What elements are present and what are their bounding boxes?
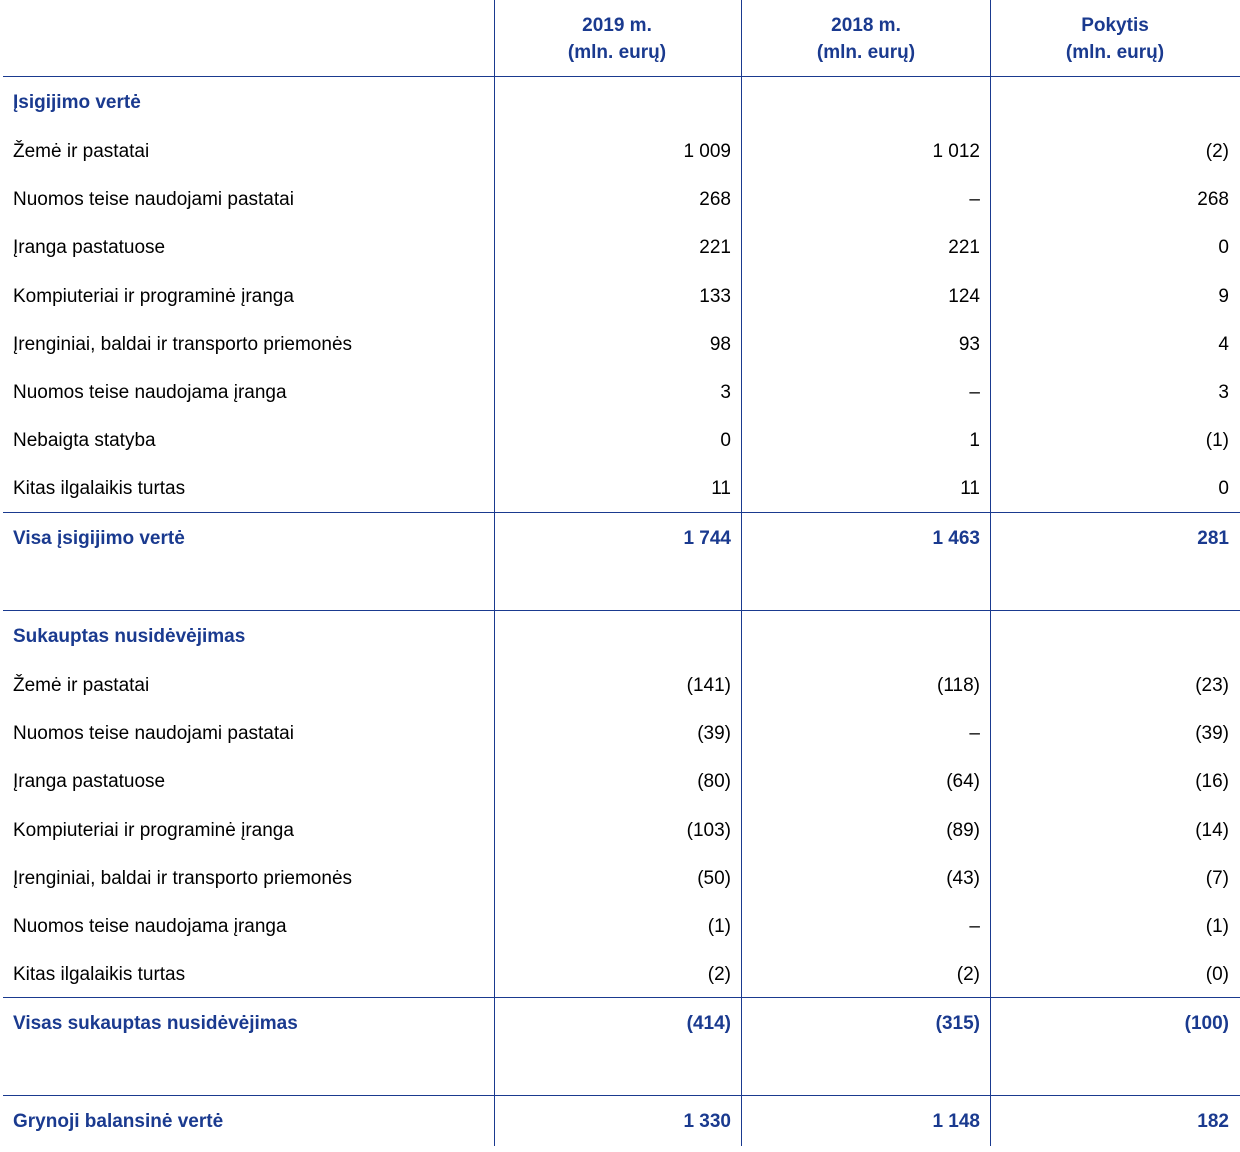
row-label: Grynoji balansinė vertė bbox=[13, 1111, 224, 1132]
value-cell: (2) bbox=[1205, 141, 1229, 162]
value-cell: 0 bbox=[720, 430, 731, 452]
value-cell: 3 bbox=[1218, 382, 1229, 403]
value-cell: 11 bbox=[960, 478, 980, 500]
value-cell: 98 bbox=[709, 333, 731, 355]
column-divider bbox=[741, 0, 742, 1146]
value-cell: – bbox=[969, 189, 980, 211]
row-label: Visas sukauptas nusidėvėjimas bbox=[13, 1013, 298, 1034]
value-cell: (100) bbox=[1184, 1013, 1229, 1034]
value-cell: (80) bbox=[697, 771, 731, 793]
value-cell: (315) bbox=[935, 1013, 980, 1034]
value-cell: 1 bbox=[969, 430, 980, 452]
value-cell: (103) bbox=[686, 819, 731, 841]
row-label: Įranga pastatuose bbox=[13, 771, 166, 793]
value-cell: 1 463 bbox=[932, 528, 980, 549]
column-header: Pokytis bbox=[1081, 15, 1149, 36]
row-label: Kitas ilgalaikis turtas bbox=[13, 964, 186, 986]
value-cell: 221 bbox=[948, 237, 980, 259]
section-title: Įsigijimo vertė bbox=[13, 92, 141, 113]
value-cell: (16) bbox=[1195, 771, 1229, 793]
value-cell: – bbox=[969, 723, 980, 745]
value-cell: (14) bbox=[1195, 819, 1229, 841]
section-title: Sukauptas nusidėvėjimas bbox=[13, 626, 246, 647]
value-cell: 1 744 bbox=[683, 528, 731, 549]
column-header: (mln. eurų) bbox=[567, 42, 667, 63]
value-cell: (43) bbox=[946, 867, 980, 889]
row-label: Kompiuteriai ir programinė įranga bbox=[13, 285, 294, 307]
row-label: Įranga pastatuose bbox=[13, 237, 166, 259]
value-cell: (1) bbox=[1205, 430, 1229, 452]
row-label: Žemė ir pastatai bbox=[13, 675, 150, 696]
row-label: Visa įsigijimo vertė bbox=[13, 528, 185, 549]
value-cell: 0 bbox=[1218, 237, 1229, 259]
column-header: 2019 m. bbox=[582, 15, 652, 36]
value-cell: 3 bbox=[720, 382, 731, 403]
value-cell: – bbox=[969, 382, 980, 403]
column-divider bbox=[494, 0, 495, 1146]
value-cell: (64) bbox=[946, 771, 980, 793]
row-label: Nuomos teise naudojami pastatai bbox=[13, 189, 294, 211]
column-header: (mln. eurų) bbox=[1065, 42, 1165, 63]
value-cell: (7) bbox=[1205, 867, 1229, 889]
row-label: Žemė ir pastatai bbox=[13, 141, 150, 162]
value-cell: (118) bbox=[937, 675, 980, 696]
value-cell: 268 bbox=[699, 189, 731, 211]
row-divider bbox=[3, 610, 1240, 611]
row-label: Nebaigta statyba bbox=[13, 430, 156, 452]
value-cell: 281 bbox=[1197, 528, 1229, 549]
value-cell: 11 bbox=[711, 478, 731, 500]
value-cell: (50) bbox=[697, 867, 731, 889]
column-divider bbox=[990, 0, 991, 1146]
value-cell: (1) bbox=[1205, 916, 1229, 937]
value-cell: (39) bbox=[1195, 723, 1229, 745]
value-cell: (23) bbox=[1195, 675, 1229, 696]
value-cell: (39) bbox=[697, 723, 731, 745]
row-divider bbox=[3, 997, 1240, 998]
value-cell: (89) bbox=[946, 819, 980, 841]
row-label: Kompiuteriai ir programinė įranga bbox=[13, 819, 294, 841]
value-cell: 1 009 bbox=[683, 141, 731, 162]
row-label: Įrenginiai, baldai ir transporto priemon… bbox=[13, 867, 353, 889]
row-label: Nuomos teise naudojami pastatai bbox=[13, 723, 294, 745]
value-cell: (2) bbox=[707, 964, 731, 986]
value-cell: 93 bbox=[958, 333, 980, 355]
value-cell: 133 bbox=[699, 285, 731, 307]
value-cell: (2) bbox=[956, 964, 980, 986]
value-cell: 4 bbox=[1218, 333, 1229, 355]
value-cell: 221 bbox=[699, 237, 731, 259]
value-cell: – bbox=[969, 916, 980, 937]
row-label: Nuomos teise naudojama įranga bbox=[13, 916, 287, 937]
value-cell: 1 148 bbox=[932, 1111, 980, 1132]
value-cell: (141) bbox=[686, 675, 731, 696]
row-divider bbox=[3, 76, 1240, 77]
value-cell: 182 bbox=[1197, 1111, 1229, 1132]
value-cell: (0) bbox=[1205, 964, 1229, 986]
row-divider bbox=[3, 512, 1240, 513]
row-divider bbox=[3, 1095, 1240, 1096]
value-cell: 268 bbox=[1197, 189, 1229, 211]
value-cell: 9 bbox=[1218, 285, 1229, 307]
value-cell: 1 330 bbox=[683, 1111, 731, 1132]
value-cell: (1) bbox=[707, 916, 731, 937]
value-cell: 124 bbox=[948, 285, 980, 307]
column-header: (mln. eurų) bbox=[816, 42, 916, 63]
column-header: 2018 m. bbox=[831, 15, 901, 36]
row-label: Nuomos teise naudojama įranga bbox=[13, 382, 287, 403]
value-cell: 1 012 bbox=[932, 141, 980, 162]
row-label: Kitas ilgalaikis turtas bbox=[13, 478, 186, 500]
value-cell: 0 bbox=[1218, 478, 1229, 500]
row-label: Įrenginiai, baldai ir transporto priemon… bbox=[13, 333, 353, 355]
value-cell: (414) bbox=[686, 1013, 731, 1034]
